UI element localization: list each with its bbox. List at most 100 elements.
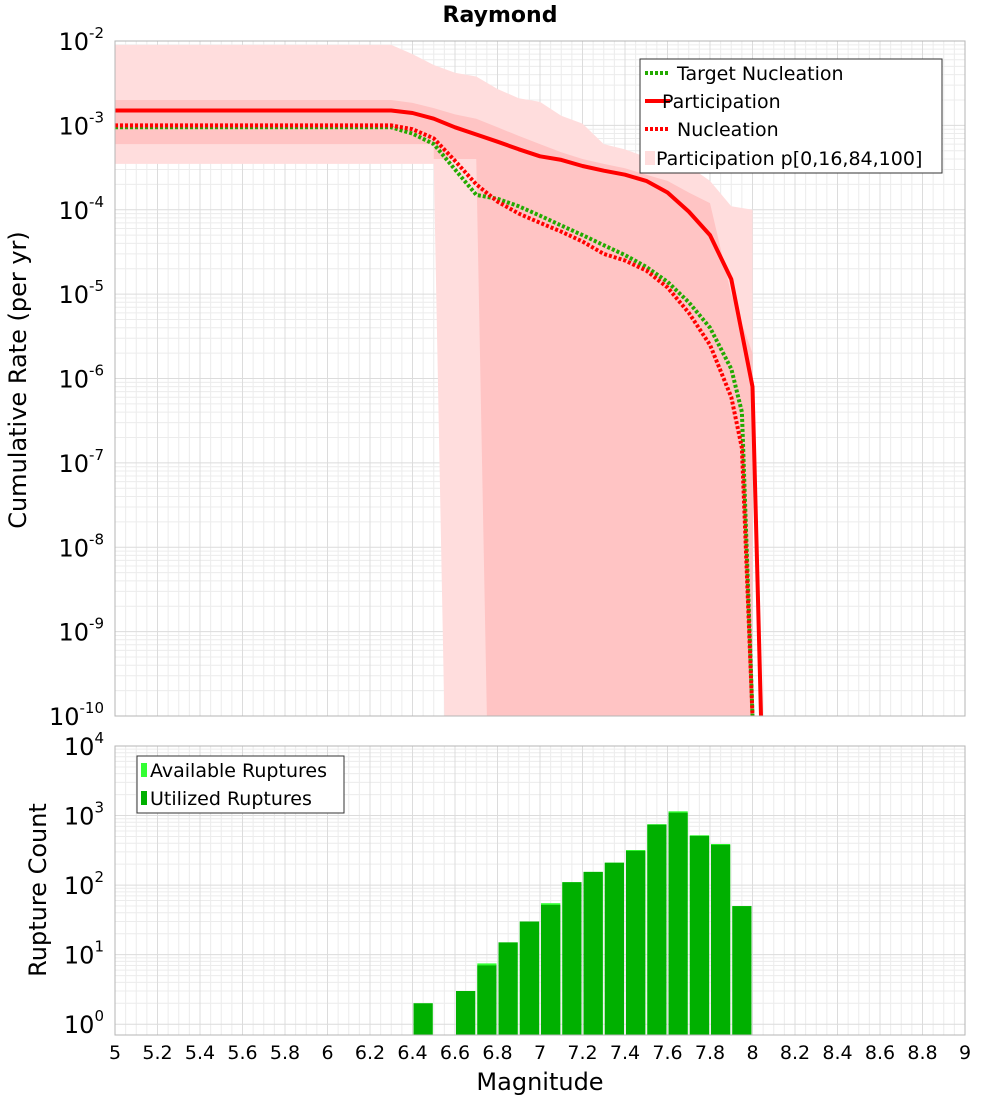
legend-label: Participation p[0,16,84,100] xyxy=(656,148,922,170)
y-tick-label-count-base: 10 xyxy=(64,803,95,831)
y-tick-label-rate-exp: -9 xyxy=(89,615,104,633)
y-tick-label-rate: 10-8 xyxy=(58,530,104,562)
y-tick-label-rate-base: 10 xyxy=(49,703,80,731)
x-tick-label: 5 xyxy=(109,1042,121,1064)
legend-label: Available Ruptures xyxy=(150,760,327,782)
y-tick-label-count: 103 xyxy=(64,799,104,831)
x-tick-label: 5.8 xyxy=(270,1042,300,1064)
nucleation-line xyxy=(115,123,755,717)
utilized-ruptures-bar xyxy=(711,844,731,1035)
y-tick-label-rate-exp: -2 xyxy=(89,24,104,42)
x-axis-label: Magnitude xyxy=(476,1068,603,1096)
x-tick-label: 7.4 xyxy=(610,1042,640,1064)
x-tick-label: 9 xyxy=(959,1042,971,1064)
y-tick-label-rate-base: 10 xyxy=(58,28,89,56)
legend-box xyxy=(136,755,345,814)
y-tick-label-rate: 10-4 xyxy=(58,193,104,225)
utilized-ruptures-bar xyxy=(413,1003,433,1035)
participation-band-inner xyxy=(115,99,753,717)
legend-swatch-available-ruptures xyxy=(141,763,147,777)
legend-box xyxy=(639,58,943,174)
legend-swatch-utilized-ruptures xyxy=(141,791,147,805)
utilized-ruptures-bar xyxy=(583,871,603,1035)
x-tick-label: 5.4 xyxy=(185,1042,215,1064)
y-tick-label-rate: 10-7 xyxy=(58,446,104,478)
cumulative-rate-plot: 10-1010-910-810-710-610-510-410-310-2Tar… xyxy=(49,24,966,731)
y-tick-label-rate-exp: -6 xyxy=(89,362,104,380)
utilized-ruptures-bar xyxy=(519,921,540,1035)
utilized-ruptures-bar xyxy=(456,991,476,1035)
x-tick-label: 5.6 xyxy=(227,1042,257,1064)
x-tick-label: 8 xyxy=(746,1042,758,1064)
y-tick-label-count: 100 xyxy=(64,1007,104,1039)
y-tick-label-rate-exp: -5 xyxy=(89,277,104,295)
y-tick-label-rate: 10-3 xyxy=(58,108,104,140)
y-axis-label-rate: Cumulative Rate (per yr) xyxy=(4,231,32,529)
y-tick-label-count-base: 10 xyxy=(64,872,95,900)
y-tick-label-rate-base: 10 xyxy=(58,112,89,140)
x-tick-label: 6 xyxy=(321,1042,333,1064)
y-tick-label-rate-exp: -10 xyxy=(80,699,105,717)
x-tick-label: 8.8 xyxy=(907,1042,937,1064)
legend-count: Available Ruptures Utilized Ruptures xyxy=(136,755,345,814)
y-tick-label-count-base: 10 xyxy=(64,733,95,761)
y-tick-label-count-exp: 1 xyxy=(94,938,104,956)
x-tick-label: 6.4 xyxy=(397,1042,427,1064)
y-tick-label-rate-exp: -3 xyxy=(89,108,104,126)
x-tick-label: 6.2 xyxy=(355,1042,385,1064)
y-tick-label-count-base: 10 xyxy=(64,1011,95,1039)
x-tick-label: 7.8 xyxy=(695,1042,725,1064)
y-tick-label-rate-base: 10 xyxy=(58,281,89,309)
y-tick-label-count-exp: 4 xyxy=(94,729,104,747)
x-tick-label: 8.2 xyxy=(780,1042,810,1064)
y-axis-label-count: Rupture Count xyxy=(24,803,52,977)
y-tick-label-rate: 10-2 xyxy=(58,24,104,56)
y-tick-label-count: 101 xyxy=(64,938,104,970)
y-tick-label-rate-exp: -4 xyxy=(89,193,104,211)
y-tick-label-count: 102 xyxy=(64,868,104,900)
legend-label: Utilized Ruptures xyxy=(150,788,312,810)
y-tick-label-rate-base: 10 xyxy=(58,366,89,394)
legend-swatch-band xyxy=(645,151,655,165)
y-tick-label-rate-base: 10 xyxy=(58,534,89,562)
y-tick-label-count-exp: 3 xyxy=(94,799,104,817)
y-tick-label-rate: 10-10 xyxy=(49,699,104,731)
y-tick-label-rate-base: 10 xyxy=(58,619,89,647)
utilized-ruptures-bar xyxy=(541,904,561,1035)
y-tick-label-rate: 10-5 xyxy=(58,277,104,309)
plot-frame-top xyxy=(114,40,966,717)
x-tick-label: 5.2 xyxy=(142,1042,172,1064)
x-tick-label: 8.4 xyxy=(822,1042,852,1064)
x-tick-label: 6.8 xyxy=(482,1042,512,1064)
y-tick-label-count-base: 10 xyxy=(64,942,95,970)
x-tick-label: 7.2 xyxy=(567,1042,597,1064)
legend-label: Target Nucleation xyxy=(676,63,844,85)
legend-label: Participation xyxy=(662,91,781,113)
y-tick-label-rate-exp: -8 xyxy=(89,530,104,548)
y-tick-label-count-exp: 0 xyxy=(94,1007,104,1025)
y-tick-label-count-exp: 2 xyxy=(94,868,104,886)
utilized-ruptures-bar xyxy=(604,862,624,1035)
legend-label: Nucleation xyxy=(677,119,779,141)
target-nucleation-line xyxy=(115,125,755,717)
y-tick-label-rate-base: 10 xyxy=(58,197,89,225)
utilized-ruptures-bar xyxy=(626,850,646,1035)
utilized-ruptures-bar xyxy=(498,942,518,1035)
plot-frame-bottom xyxy=(114,745,966,1036)
y-tick-label-rate-exp: -7 xyxy=(89,446,104,464)
y-tick-label-rate: 10-6 xyxy=(58,362,104,394)
utilized-ruptures-bar xyxy=(689,835,710,1035)
legend-rate: Target Nucleation Participation Nucleation… xyxy=(639,58,943,174)
utilized-ruptures-bar xyxy=(668,812,688,1035)
utilized-ruptures-bar xyxy=(477,965,497,1035)
x-tick-label: 6.6 xyxy=(440,1042,470,1064)
y-tick-label-rate: 10-9 xyxy=(58,615,104,647)
participation-line xyxy=(115,108,763,717)
utilized-ruptures-bar xyxy=(647,824,667,1035)
chart-title: Raymond xyxy=(443,3,558,28)
x-tick-label: 8.6 xyxy=(865,1042,895,1064)
y-tick-label-rate-base: 10 xyxy=(58,450,89,478)
x-tick-label: 7 xyxy=(534,1042,546,1064)
